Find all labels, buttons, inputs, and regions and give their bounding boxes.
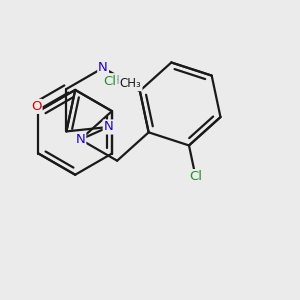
Text: O: O <box>31 100 41 113</box>
Text: N: N <box>98 61 108 74</box>
Text: Cl: Cl <box>189 170 202 183</box>
Text: H: H <box>110 74 119 87</box>
Text: Cl: Cl <box>103 74 116 88</box>
Text: N: N <box>76 133 85 146</box>
Text: CH₃: CH₃ <box>120 77 142 90</box>
Text: N: N <box>104 121 113 134</box>
